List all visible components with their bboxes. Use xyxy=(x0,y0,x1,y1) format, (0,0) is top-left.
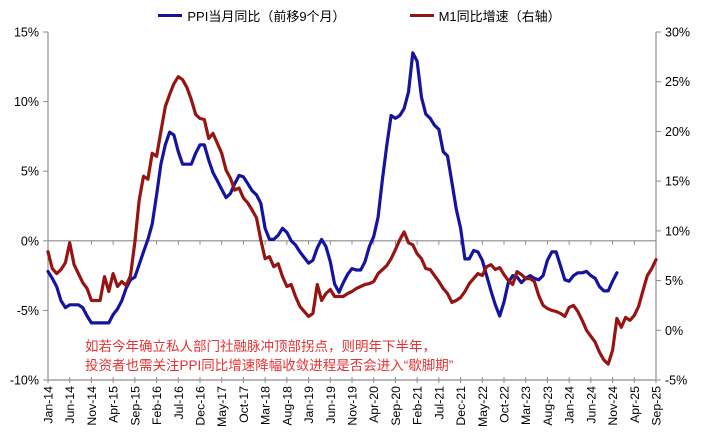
left-axis-tick-label: 5% xyxy=(21,165,39,179)
x-axis-tick-label: Jan-19 xyxy=(302,386,316,424)
legend-label-ppi: PPI当月同比（前移9个月） xyxy=(187,9,346,24)
left-axis-tick-label: 10% xyxy=(14,95,39,109)
x-axis-tick-label: Nov-14 xyxy=(85,386,99,426)
legend-item-ppi: PPI当月同比（前移9个月） xyxy=(158,6,346,25)
x-axis-tick-label: Apr-20 xyxy=(367,386,381,423)
right-axis-tick-label: 5% xyxy=(665,274,683,288)
x-axis-tick-label: Feb-21 xyxy=(411,386,425,425)
x-axis-tick-label: Apr-15 xyxy=(107,386,121,423)
x-axis-tick-label: Oct-22 xyxy=(498,386,512,423)
left-axis-tick-label: 0% xyxy=(21,234,39,248)
right-axis-tick-label: 15% xyxy=(665,175,690,189)
left-axis-tick-label: 15% xyxy=(14,26,39,40)
x-axis-tick-label: Sep-20 xyxy=(389,386,403,426)
legend-swatch-ppi-line xyxy=(158,13,183,18)
x-axis-tick-label: Mar-18 xyxy=(259,386,273,425)
x-axis-tick-label: May-22 xyxy=(476,386,490,427)
x-axis-tick-label: Sep-25 xyxy=(650,386,664,426)
x-axis-tick-label: Jul-21 xyxy=(432,386,446,420)
right-axis-tick-label: 20% xyxy=(665,125,690,139)
left-axis-tick-label: -10% xyxy=(10,374,39,388)
x-axis-tick-label: Aug-18 xyxy=(280,386,294,426)
right-axis-tick-label: 25% xyxy=(665,75,690,89)
left-axis-tick-label: -5% xyxy=(17,304,39,318)
x-axis-tick-label: May-17 xyxy=(215,386,229,427)
right-axis-tick-label: 10% xyxy=(665,224,690,238)
chart-legend: PPI当月同比（前移9个月） M1同比增速（右轴） xyxy=(0,6,719,25)
x-axis-tick-label: Dec-16 xyxy=(194,386,208,426)
legend-swatch-m1-line xyxy=(409,13,434,18)
right-axis-tick-label: -5% xyxy=(665,374,687,388)
m1-series-line xyxy=(46,75,658,366)
x-axis-tick-label: Dec-21 xyxy=(454,386,468,426)
x-axis-tick-label: Nov-24 xyxy=(606,386,620,426)
x-axis-tick-label: Jun-19 xyxy=(324,386,338,424)
legend-item-m1: M1同比增速（右轴） xyxy=(409,6,561,25)
right-axis-tick-label: 0% xyxy=(665,324,683,338)
ppi-series-line xyxy=(46,51,619,325)
x-axis-tick-label: Feb-16 xyxy=(150,386,164,425)
annotation-line-2: 投资者也需关注PPI同比增速降幅收敛进程是否会进入“歇脚期” xyxy=(85,357,454,373)
x-axis-tick-label: Jun-24 xyxy=(584,386,598,424)
right-axis-tick-label: 30% xyxy=(665,26,690,40)
x-axis-tick-label: Aug-23 xyxy=(541,386,555,426)
x-axis-tick-label: Apr-25 xyxy=(628,386,642,423)
x-axis-tick-label: Jun-14 xyxy=(63,386,77,424)
x-axis-tick-label: Oct-17 xyxy=(237,386,251,423)
x-axis-tick-label: Sep-15 xyxy=(128,386,142,426)
x-axis-tick-label: Jul-16 xyxy=(172,386,186,420)
x-axis-tick-label: Mar-23 xyxy=(519,386,533,425)
annotation-line-1: 如若今年确立私人部门社融脉冲顶部拐点，则明年下半年， xyxy=(85,339,436,354)
x-axis-tick-label: Jan-14 xyxy=(42,386,56,424)
x-axis-tick-label: Nov-19 xyxy=(346,386,360,426)
chart-annotation: 如若今年确立私人部门社融脉冲顶部拐点，则明年下半年， 投资者也需关注PPI同比增… xyxy=(85,338,453,375)
x-axis-tick-label: Jan-24 xyxy=(563,386,577,424)
legend-label-m1: M1同比增速（右轴） xyxy=(438,9,561,24)
